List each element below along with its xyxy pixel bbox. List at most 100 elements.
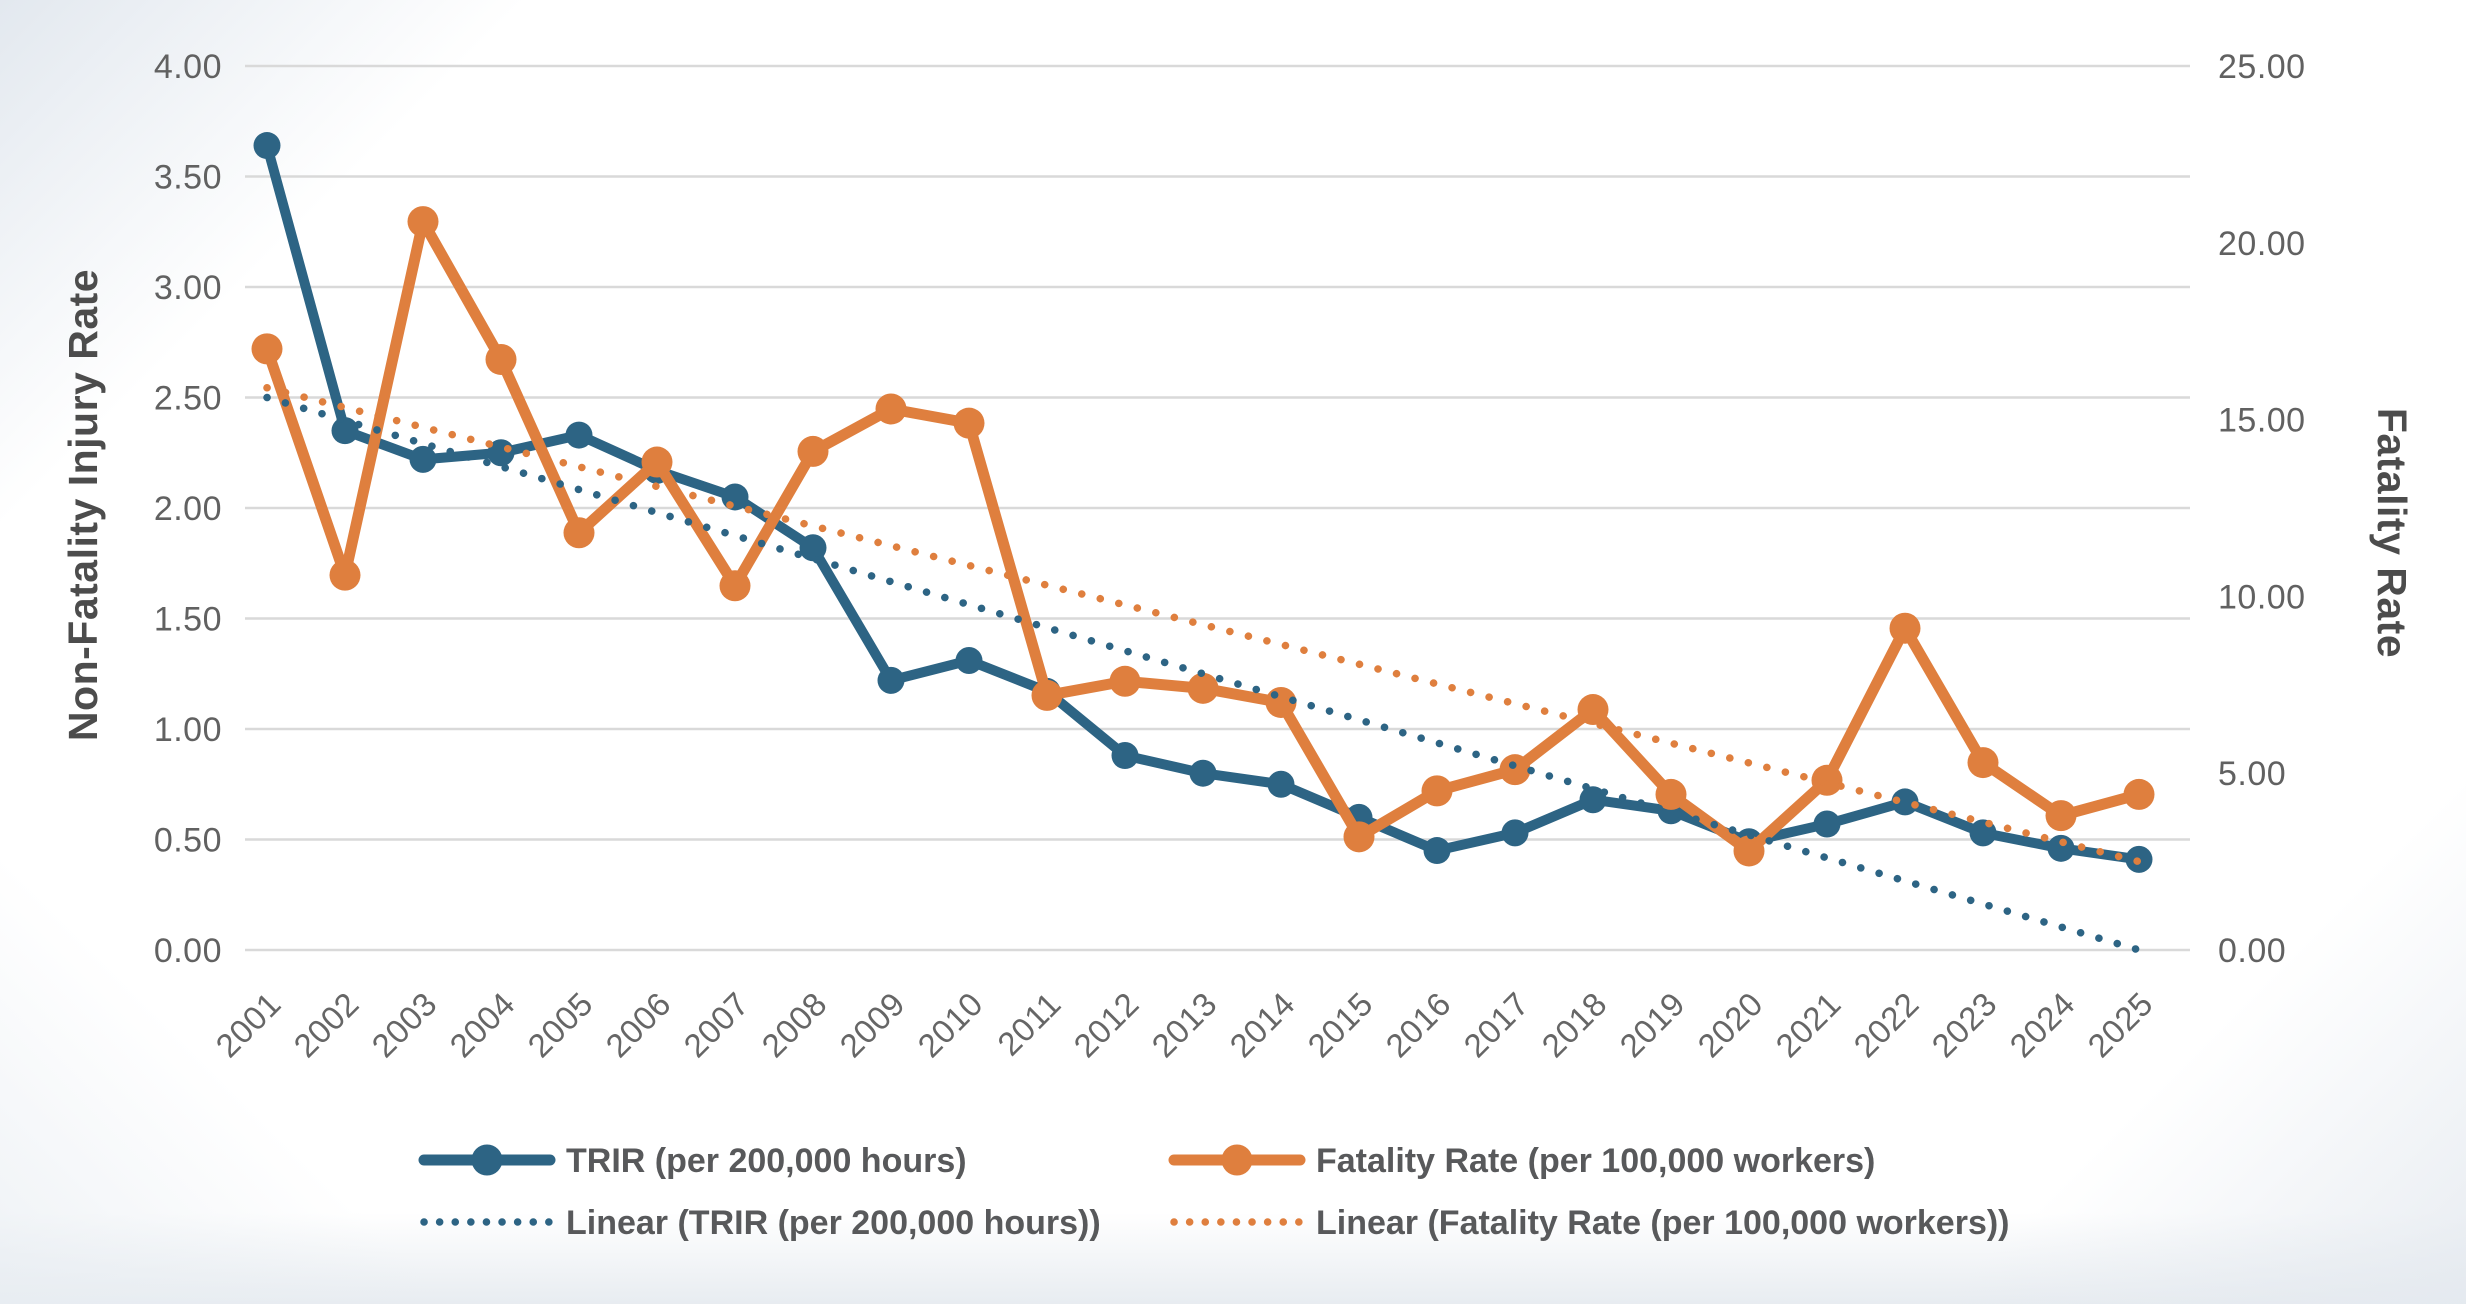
trir-per-200-000-hours-data-point xyxy=(955,646,983,674)
fatality-rate-per-100-000-workers-data-point xyxy=(1499,754,1531,786)
trir-per-200-000-hours-data-point xyxy=(1111,742,1139,770)
x-axis-year-label: 2016 xyxy=(1378,985,1457,1064)
trir-per-200-000-hours-data-point xyxy=(1189,759,1217,787)
x-axis-year-label: 2022 xyxy=(1846,985,1925,1064)
left-axis-tick-label: 1.50 xyxy=(154,601,222,639)
fatality-rate-per-100-000-workers-data-point xyxy=(641,446,673,478)
right-axis-tick-labels: 25.00 20.00 15.00 10.00 5.00 0.00 xyxy=(2218,48,2306,970)
x-axis-year-label: 2019 xyxy=(1612,985,1691,1064)
legend-marker-dot xyxy=(1221,1144,1253,1176)
gridlines xyxy=(245,64,2190,952)
x-axis-year-label: 2002 xyxy=(286,985,365,1064)
fatality-rate-per-100-000-workers-data-point xyxy=(2123,778,2155,810)
fatality-rate-per-100-000-workers-data-point xyxy=(1889,612,1921,644)
left-axis-tick-label: 3.50 xyxy=(154,159,222,197)
trir-per-200-000-hours-data-point xyxy=(877,666,905,694)
left-axis-tick-label: 1.00 xyxy=(154,711,222,749)
fatality-rate-per-100-000-workers-data-point xyxy=(1109,665,1141,697)
x-axis-year-label: 2001 xyxy=(208,985,287,1064)
fatality-rate-per-100-000-workers-data-point xyxy=(953,407,985,439)
x-axis-year-label: 2012 xyxy=(1066,985,1145,1064)
trir-per-200-000-hours-data-point xyxy=(1423,837,1451,865)
trir-per-200-000-hours-data-point xyxy=(253,132,281,160)
fatality-rate-per-100-000-workers-data-point xyxy=(1577,694,1609,726)
fatality-rate-per-100-000-workers-data-point xyxy=(1655,778,1687,810)
x-axis-year-label: 2017 xyxy=(1456,985,1535,1064)
legend-marker-dot xyxy=(471,1144,503,1176)
x-axis-year-label: 2010 xyxy=(910,985,989,1064)
linear-trir-per-200-000-hours-trendline xyxy=(263,393,2143,954)
legend-item-label: Linear (TRIR (per 200,000 hours)) xyxy=(566,1204,1101,1242)
fatality-rate-per-100-000-workers-series xyxy=(251,206,2155,867)
fatality-rate-per-100-000-workers-data-point xyxy=(1187,672,1219,704)
trir-per-200-000-hours-data-point xyxy=(1267,770,1295,798)
x-axis-year-label: 2005 xyxy=(520,985,599,1064)
x-axis-year-label: 2018 xyxy=(1534,985,1613,1064)
trir-per-200-000-hours-data-point xyxy=(331,417,359,445)
fatality-rate-per-100-000-workers-data-point xyxy=(875,393,907,425)
legend-item-trir-per-200-000-hours: TRIR (per 200,000 hours) xyxy=(418,1142,967,1180)
right-axis-tick-label: 5.00 xyxy=(2218,755,2286,793)
x-axis-year-label: 2023 xyxy=(1924,985,2003,1064)
left-axis-tick-label: 3.00 xyxy=(154,269,222,307)
x-axis-year-label: 2007 xyxy=(676,985,755,1064)
fatality-rate-per-100-000-workers-data-point xyxy=(1343,821,1375,853)
legend-item-linear-trir-per-200-000-hours: Linear (TRIR (per 200,000 hours)) xyxy=(420,1204,1101,1242)
trir-per-200-000-hours-data-point xyxy=(1579,786,1607,814)
legend-item-fatality-rate-per-100-000-workers: Fatality Rate (per 100,000 workers) xyxy=(1168,1142,1875,1180)
legend-item-linear-fatality-rate-per-100-000-workers: Linear (Fatality Rate (per 100,000 worke… xyxy=(1170,1204,2010,1242)
linear-fatality-rate-per-100-000-workers-trendline xyxy=(263,384,2143,866)
trir-per-200-000-hours-data-point xyxy=(1501,819,1529,847)
x-axis-year-label: 2024 xyxy=(2002,985,2081,1064)
x-axis-year-label: 2013 xyxy=(1144,985,1223,1064)
x-axis-year-label: 2003 xyxy=(364,985,443,1064)
left-axis-tick-label: 0.50 xyxy=(154,822,222,860)
fatality-rate-per-100-000-workers-data-point xyxy=(719,570,751,602)
data-series-layer xyxy=(251,132,2155,873)
fatality-rate-per-100-000-workers-data-point xyxy=(329,559,361,591)
fatality-rate-per-100-000-workers-data-point xyxy=(485,343,517,375)
x-axis-year-label: 2008 xyxy=(754,985,833,1064)
fatality-rate-per-100-000-workers-line xyxy=(261,216,2145,857)
trir-per-200-000-hours-data-point xyxy=(565,421,593,449)
fatality-rate-per-100-000-workers-data-point xyxy=(2045,800,2077,832)
right-axis-tick-label: 25.00 xyxy=(2218,48,2306,86)
fatality-rate-per-100-000-workers-data-point xyxy=(407,206,439,238)
x-axis-year-labels: 2001200220032004200520062007200820092010… xyxy=(208,985,2159,1064)
trir-per-200-000-hours-data-point xyxy=(721,483,749,511)
trir-per-200-000-hours-data-point xyxy=(2047,834,2075,862)
legend-item-label: TRIR (per 200,000 hours) xyxy=(566,1142,967,1180)
fatality-rate-per-100-000-workers-data-point xyxy=(1811,764,1843,796)
x-axis-year-label: 2004 xyxy=(442,985,521,1064)
left-axis-title: Non-Fatality Injury Rate xyxy=(60,269,106,741)
fatality-rate-per-100-000-workers-data-point xyxy=(797,435,829,467)
chart-legend: TRIR (per 200,000 hours) Fatality Rate (p… xyxy=(418,1142,2010,1242)
right-axis-title: Fatality Rate xyxy=(2369,408,2415,658)
legend-item-label: Fatality Rate (per 100,000 workers) xyxy=(1316,1142,1875,1180)
x-axis-year-label: 2014 xyxy=(1222,985,1301,1064)
right-axis-tick-label: 20.00 xyxy=(2218,225,2306,263)
left-axis-tick-label: 4.00 xyxy=(154,48,222,86)
x-axis-year-label: 2009 xyxy=(832,985,911,1064)
x-axis-year-label: 2006 xyxy=(598,985,677,1064)
trir-per-200-000-hours-series xyxy=(253,132,2153,873)
fatality-rate-per-100-000-workers-data-point xyxy=(1031,679,1063,711)
trir-per-200-000-hours-data-point xyxy=(409,445,437,473)
fatality-rate-per-100-000-workers-data-point xyxy=(1421,775,1453,807)
legend-item-label: Linear (Fatality Rate (per 100,000 worke… xyxy=(1316,1204,2010,1242)
left-axis-tick-labels: 4.00 3.50 3.00 2.50 2.00 1.50 1.00 0.50 0.00 xyxy=(154,48,222,970)
x-axis-year-label: 2025 xyxy=(2080,985,2159,1064)
fatality-rate-per-100-000-workers-data-point xyxy=(251,333,283,365)
left-axis-tick-label: 2.00 xyxy=(154,490,222,528)
right-axis-tick-label: 15.00 xyxy=(2218,402,2306,440)
trir-per-200-000-hours-line xyxy=(262,140,2144,865)
x-axis-year-label: 2020 xyxy=(1690,985,1769,1064)
trir-per-200-000-hours-data-point xyxy=(1891,788,1919,816)
x-axis-year-label: 2021 xyxy=(1768,985,1847,1064)
left-axis-tick-label: 0.00 xyxy=(154,932,222,970)
trendline-layer xyxy=(263,384,2143,954)
right-axis-tick-label: 10.00 xyxy=(2218,578,2306,616)
fatality-rate-per-100-000-workers-data-point xyxy=(1733,835,1765,867)
